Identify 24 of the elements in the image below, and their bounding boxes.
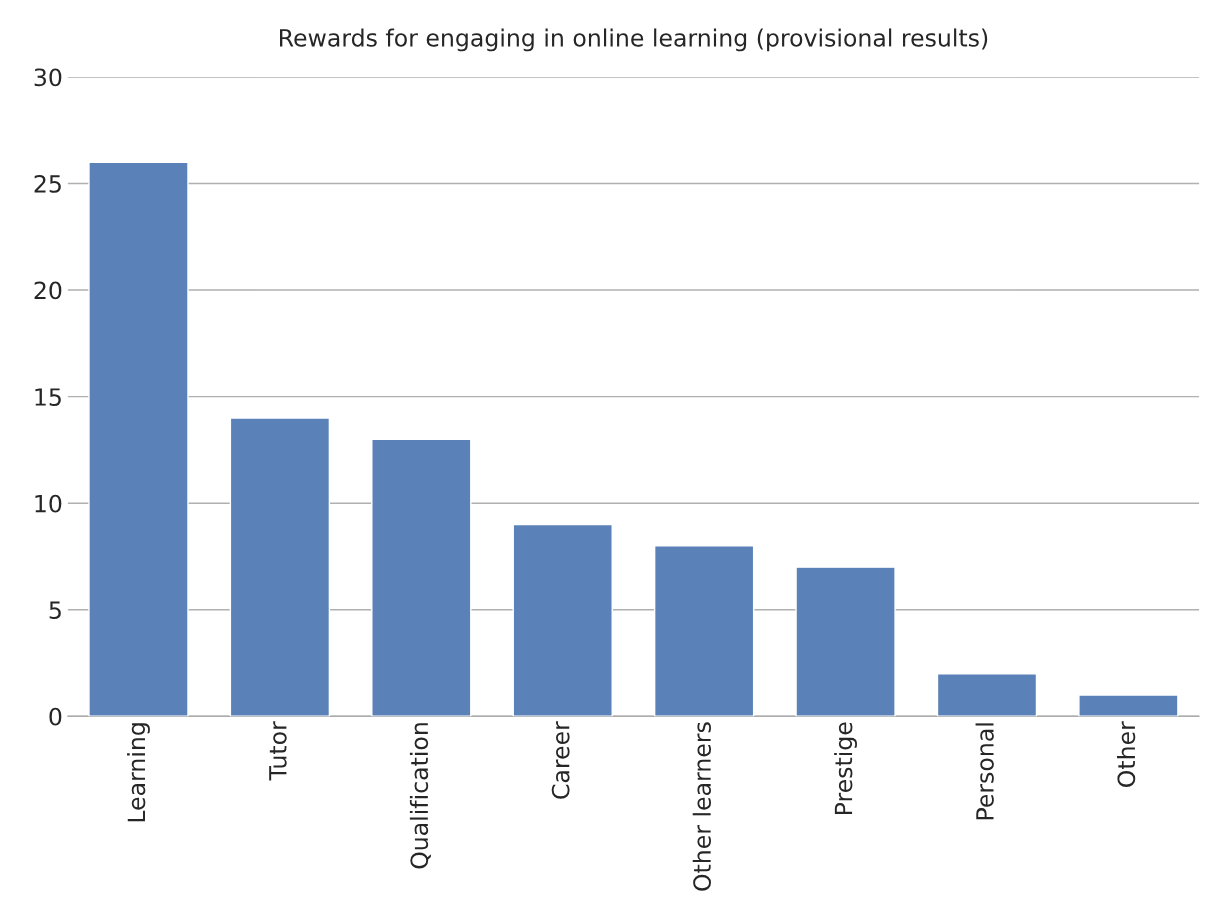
x-tick-label: Personal	[975, 723, 994, 820]
bar	[936, 672, 1038, 717]
x-tick-label: Qualification	[409, 723, 431, 869]
bar	[371, 438, 472, 717]
bar	[229, 417, 331, 717]
y-tick-label: 25	[34, 174, 61, 193]
x-tick-label: Career	[551, 721, 570, 799]
x-tick-label: Other	[1116, 721, 1136, 787]
bar	[795, 566, 896, 717]
x-tick-label: Other learners	[692, 722, 711, 891]
bar	[653, 545, 755, 717]
bar	[1078, 694, 1179, 717]
bar	[88, 161, 189, 717]
bar	[512, 523, 613, 717]
y-tick-label: 30	[34, 68, 62, 87]
y-tick-label: 15	[35, 388, 61, 406]
x-tick-label: Tutor	[269, 721, 287, 781]
y-tick-label: 0	[49, 707, 62, 726]
y-tick-label: 20	[34, 281, 62, 300]
y-tick-label: 5	[49, 601, 61, 620]
x-tick-label: Prestige	[834, 722, 857, 815]
chart-title: Rewards for engaging in online learning (provisional results)	[280, 28, 988, 52]
x-tick-label: Learning	[127, 723, 150, 822]
y-tick-label: 10	[35, 494, 62, 513]
